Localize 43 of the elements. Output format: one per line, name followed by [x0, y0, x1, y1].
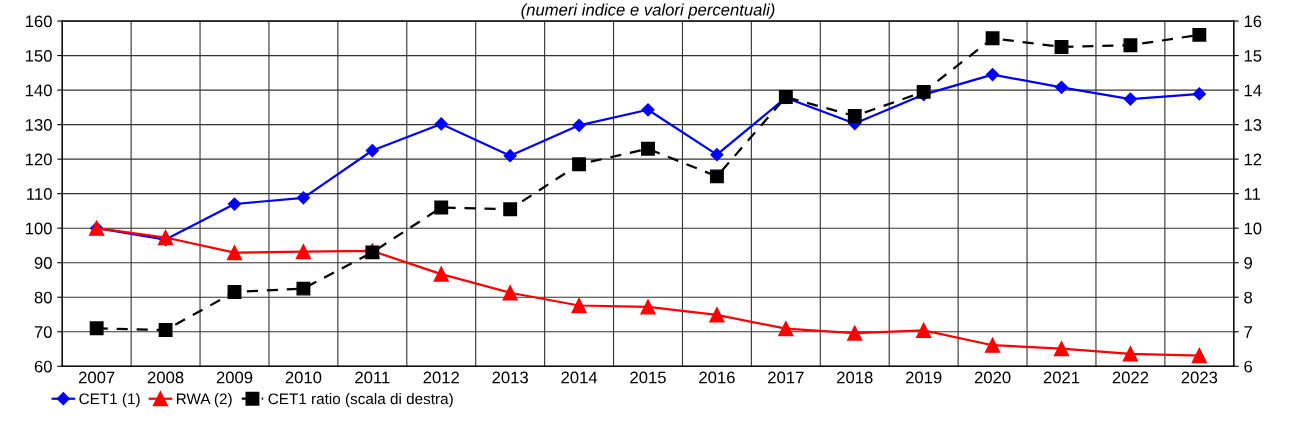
x-tick-label: 2023: [1181, 371, 1218, 384]
x-tick-label: 2011: [355, 371, 390, 384]
y-tick-label: 100: [25, 222, 52, 235]
legend-label: CET1 ratio (scala di destra): [268, 393, 453, 408]
y-tick-label: 70: [34, 326, 52, 338]
legend-label: CET1 (1): [79, 393, 140, 408]
x-tick-label: 2019: [905, 371, 942, 384]
y2-tick-label: 12: [1244, 153, 1262, 166]
y-tick-label: 110: [27, 188, 52, 200]
y-tick-label: 60: [34, 360, 52, 373]
y2-tick-label: 13: [1244, 119, 1262, 131]
x-tick-label: 2010: [285, 371, 322, 384]
x-tick-label: 2022: [1112, 371, 1149, 384]
y2-tick-label: 11: [1244, 188, 1261, 200]
y2-tick-label: 14: [1244, 84, 1262, 97]
y-tick-label: 80: [34, 291, 52, 304]
x-tick-label: 2014: [561, 371, 598, 384]
y2-tick-label: 9: [1244, 257, 1252, 269]
x-tick-label: 2018: [837, 371, 873, 384]
x-tick-label: 2017: [768, 371, 804, 384]
x-tick-label: 2009: [216, 371, 253, 384]
y-tick-label: 150: [25, 49, 52, 62]
x-tick-label: 2008: [147, 371, 184, 384]
y2-tick-label: 6: [1244, 360, 1253, 373]
x-tick-label: 2013: [492, 371, 528, 384]
legend-label: RWA (2): [176, 393, 232, 408]
y-tick-label: 140: [25, 84, 52, 97]
y2-tick-label: 8: [1244, 291, 1253, 304]
x-tick-label: 2016: [699, 371, 735, 384]
x-tick-label: 2020: [974, 371, 1011, 384]
x-tick-label: 2015: [630, 371, 666, 384]
x-tick-label: 2012: [423, 371, 459, 384]
y2-tick-label: 10: [1244, 222, 1262, 235]
x-tick-label: 2007: [78, 371, 115, 384]
y-tick-label: 130: [25, 119, 52, 131]
y2-tick-label: 15: [1244, 50, 1262, 62]
y-tick-label: 160: [25, 15, 52, 28]
y2-tick-label: 16: [1244, 15, 1262, 28]
y-tick-label: 90: [34, 257, 52, 269]
x-tick-label: 2021: [1043, 371, 1080, 384]
y2-tick-label: 7: [1244, 326, 1252, 338]
chart-subtitle: (numeri indice e valori percentuali): [521, 3, 775, 19]
y-tick-label: 120: [25, 153, 52, 166]
